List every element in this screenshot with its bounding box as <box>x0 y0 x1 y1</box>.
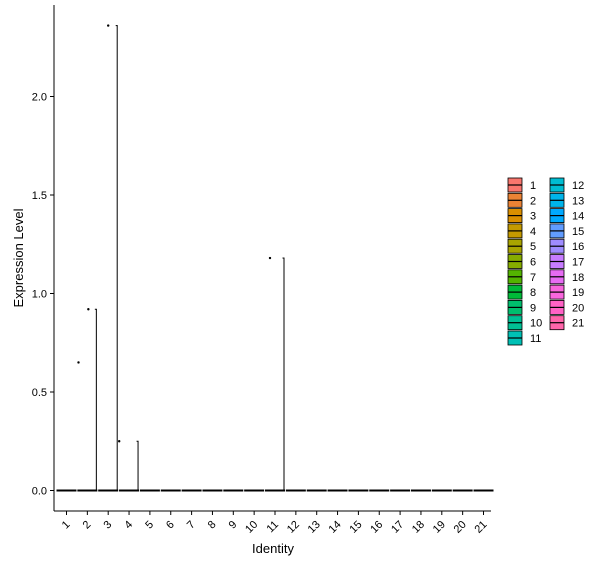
x-tick-label: 18 <box>410 519 427 536</box>
legend-label: 10 <box>530 318 542 330</box>
x-tick-label: 1 <box>60 519 73 532</box>
y-tick-label: 2.0 <box>32 92 47 104</box>
x-tick-label: 6 <box>164 519 177 532</box>
legend-item-8: 8 <box>507 284 536 300</box>
x-tick-label: 7 <box>185 519 198 532</box>
legend-label: 19 <box>572 287 584 299</box>
legend-label: 4 <box>530 226 536 238</box>
data-point <box>118 440 121 443</box>
legend-item-19: 19 <box>549 284 584 300</box>
violin-2 <box>77 308 98 492</box>
data-point <box>268 256 272 260</box>
legend-item-20: 20 <box>549 299 584 315</box>
violin-11 <box>265 257 285 492</box>
legend-item-21: 21 <box>549 315 584 331</box>
x-tick-label: 15 <box>347 519 364 536</box>
legend-label: 16 <box>572 241 584 253</box>
x-tick-label: 20 <box>452 519 469 536</box>
legend-label: 3 <box>530 211 536 223</box>
violin-4 <box>119 440 140 492</box>
x-tick-label: 4 <box>122 519 135 532</box>
legend-label: 13 <box>572 195 584 207</box>
legend-label: 12 <box>572 180 584 192</box>
y-tick-label: 0.5 <box>32 387 47 399</box>
data-point <box>77 361 80 364</box>
legend-label: 7 <box>530 272 536 284</box>
legend-item-7: 7 <box>507 269 536 285</box>
x-tick-label: 3 <box>102 519 115 532</box>
legend-item-1: 1 <box>507 177 536 193</box>
legend-item-15: 15 <box>549 223 584 239</box>
legend-item-3: 3 <box>507 208 536 224</box>
legend-item-2: 2 <box>507 192 536 208</box>
data-point <box>107 24 110 27</box>
legend-label: 18 <box>572 272 584 284</box>
x-tick-label: 14 <box>327 519 344 536</box>
legend-item-9: 9 <box>507 299 536 315</box>
legend-item-13: 13 <box>549 192 584 208</box>
x-tick-label: 8 <box>206 519 219 532</box>
legend-label: 6 <box>530 257 536 269</box>
chart-marks <box>56 24 494 492</box>
legend-item-18: 18 <box>549 269 584 285</box>
legend-item-6: 6 <box>507 254 536 269</box>
legend-item-14: 14 <box>549 208 584 224</box>
legend-item-17: 17 <box>549 254 584 269</box>
legend-item-12: 12 <box>549 177 584 193</box>
legend-item-16: 16 <box>549 238 584 254</box>
legend-label: 11 <box>530 333 541 345</box>
violin-3 <box>98 25 119 492</box>
x-tick-label: 11 <box>265 519 282 536</box>
legend-label: 5 <box>530 241 536 253</box>
legend-label: 20 <box>572 302 584 314</box>
y-axis-title: Expression Level <box>11 208 26 307</box>
legend-item-11: 11 <box>507 330 541 346</box>
data-point <box>87 308 90 311</box>
legend-label: 1 <box>530 180 536 192</box>
x-tick-label: 17 <box>389 519 406 536</box>
legend-label: 8 <box>530 287 536 299</box>
y-tick-label: 1.0 <box>32 289 47 301</box>
x-tick-label: 10 <box>243 519 260 536</box>
y-tick-label: 0.0 <box>32 486 47 498</box>
legend-label: 17 <box>572 257 584 269</box>
legend-label: 15 <box>572 226 584 238</box>
legend-label: 9 <box>530 302 536 314</box>
x-tick-label: 13 <box>306 519 323 536</box>
legend-label: 2 <box>530 195 536 207</box>
x-tick-label: 2 <box>81 519 94 532</box>
x-tick-label: 12 <box>285 519 302 536</box>
x-tick-label: 5 <box>143 519 156 532</box>
x-tick-label: 21 <box>472 519 489 536</box>
y-tick-label: 1.5 <box>32 190 47 202</box>
legend-item-10: 10 <box>507 315 542 331</box>
legend-label: 21 <box>572 318 584 330</box>
x-tick-label: 19 <box>431 519 448 536</box>
axes: 0.00.51.01.52.01 2 3 4 5 6 7 8 9 10 11 12 13 14 15 16 17… <box>32 5 491 536</box>
legend-item-5: 5 <box>507 238 536 254</box>
legend-label: 14 <box>572 211 584 223</box>
x-axis-title: Identity <box>252 541 294 556</box>
x-tick-label: 16 <box>368 519 385 536</box>
x-tick-label: 9 <box>227 519 240 532</box>
legend-item-4: 4 <box>507 223 536 239</box>
